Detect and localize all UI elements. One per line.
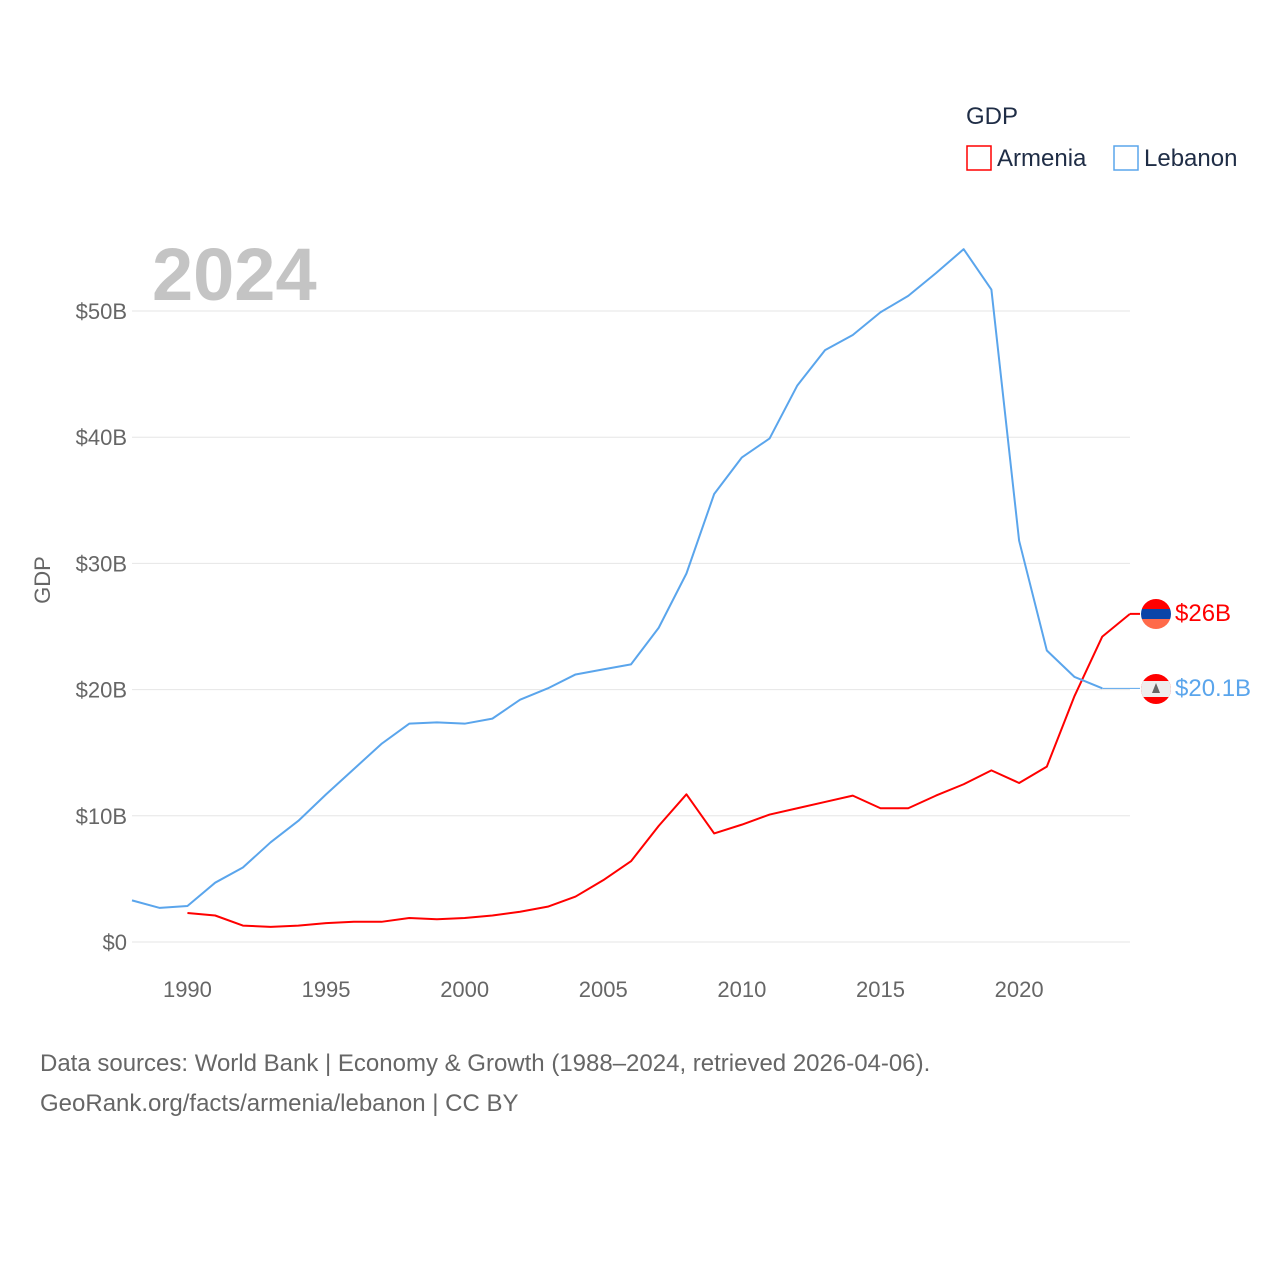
y-tick-label: $40B — [76, 425, 127, 450]
x-tick-label: 2005 — [579, 977, 628, 1002]
x-tick-label: 2000 — [440, 977, 489, 1002]
x-tick-label: 2015 — [856, 977, 905, 1002]
lebanon-end-label: $20.1B — [1175, 675, 1251, 702]
lebanon-flag-icon — [1141, 674, 1171, 704]
grid-lines — [132, 310, 1130, 943]
x-tick-label: 2020 — [995, 977, 1044, 1002]
x-tick-label: 2010 — [717, 977, 766, 1002]
license-link[interactable]: GeoRank.org/facts/armenia/lebanon | CC B… — [40, 1090, 519, 1117]
legend-label-lebanon[interactable]: Lebanon — [1144, 145, 1237, 172]
y-axis-ticks: $0 $10B $20B $30B $40B $50B — [76, 299, 127, 955]
year-watermark: 2024 — [152, 233, 317, 316]
series-line-lebanon — [131, 248, 1103, 909]
data-source-footer: Data sources: World Bank | Economy & Gro… — [40, 1044, 930, 1124]
y-tick-label: $10B — [76, 804, 127, 829]
y-tick-label: $20B — [76, 678, 127, 703]
legend-swatch-lebanon[interactable] — [1113, 145, 1139, 171]
legend-title: GDP — [966, 103, 1018, 130]
x-tick-label: 1995 — [302, 977, 351, 1002]
y-tick-label: $50B — [76, 299, 127, 324]
x-axis-ticks: 1990 1995 2000 2005 2010 2015 2020 — [163, 977, 1044, 1002]
armenia-end-label: $26B — [1175, 600, 1231, 627]
y-tick-label: $30B — [76, 551, 127, 576]
y-tick-label: $0 — [103, 930, 127, 955]
legend-swatch-armenia[interactable] — [966, 145, 992, 171]
source-line: Data sources: World Bank | Economy & Gro… — [40, 1050, 931, 1077]
legend-label-armenia[interactable]: Armenia — [997, 145, 1087, 172]
series-line-armenia — [187, 613, 1131, 928]
y-axis-label: GDP — [30, 556, 55, 604]
legend[interactable]: GDP Armenia Lebanon — [966, 103, 1237, 172]
series-lines — [131, 248, 1140, 928]
armenia-flag-icon — [1141, 599, 1171, 629]
x-tick-label: 1990 — [163, 977, 212, 1002]
